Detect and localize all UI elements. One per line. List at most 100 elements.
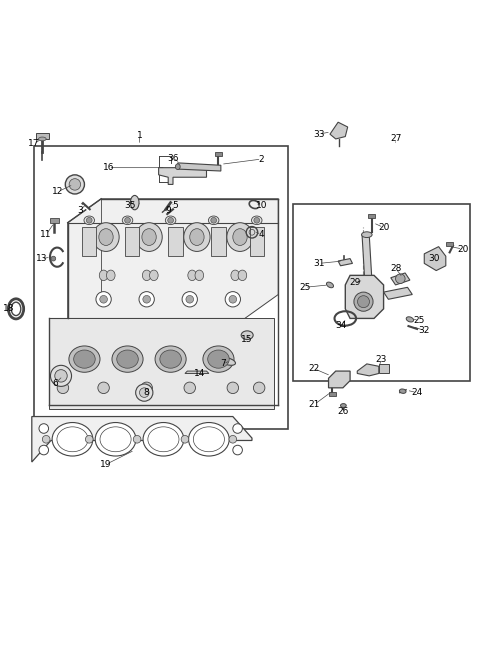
Circle shape xyxy=(39,445,48,455)
Text: 10: 10 xyxy=(256,201,267,211)
Ellipse shape xyxy=(252,216,262,224)
Circle shape xyxy=(181,436,189,443)
Ellipse shape xyxy=(122,216,133,224)
Polygon shape xyxy=(357,364,379,376)
Ellipse shape xyxy=(150,270,158,281)
Ellipse shape xyxy=(143,422,184,456)
Circle shape xyxy=(57,382,69,394)
Text: 17: 17 xyxy=(28,139,40,148)
Circle shape xyxy=(51,256,56,261)
Text: 29: 29 xyxy=(349,278,360,287)
Ellipse shape xyxy=(107,270,115,281)
Text: 20: 20 xyxy=(378,223,389,232)
Bar xyxy=(250,228,264,256)
Ellipse shape xyxy=(142,229,156,245)
Text: 31: 31 xyxy=(313,259,325,268)
Polygon shape xyxy=(185,371,209,373)
Ellipse shape xyxy=(399,389,406,394)
Ellipse shape xyxy=(208,216,219,224)
Text: 23: 23 xyxy=(375,355,387,363)
Text: 2: 2 xyxy=(259,155,264,163)
Text: 35: 35 xyxy=(124,201,136,211)
Circle shape xyxy=(229,436,237,443)
Circle shape xyxy=(211,217,216,223)
Circle shape xyxy=(227,382,239,394)
Text: 20: 20 xyxy=(457,245,468,253)
Ellipse shape xyxy=(358,296,370,308)
Circle shape xyxy=(139,292,155,307)
Bar xyxy=(368,214,375,218)
Text: 18: 18 xyxy=(3,304,14,314)
Polygon shape xyxy=(391,273,410,285)
Ellipse shape xyxy=(227,222,253,251)
Polygon shape xyxy=(424,247,446,270)
Ellipse shape xyxy=(195,270,204,281)
Circle shape xyxy=(39,424,48,434)
Circle shape xyxy=(69,178,81,190)
Text: 12: 12 xyxy=(52,187,64,196)
Circle shape xyxy=(186,295,193,303)
Circle shape xyxy=(141,382,153,394)
Bar xyxy=(293,203,470,380)
Ellipse shape xyxy=(38,137,46,141)
Polygon shape xyxy=(362,235,372,276)
Circle shape xyxy=(96,292,111,307)
Circle shape xyxy=(98,382,109,394)
Ellipse shape xyxy=(112,346,143,372)
Ellipse shape xyxy=(160,350,181,368)
Text: 11: 11 xyxy=(40,230,52,239)
Bar xyxy=(215,152,222,155)
Ellipse shape xyxy=(74,350,95,368)
Circle shape xyxy=(50,365,72,386)
Text: 24: 24 xyxy=(411,388,423,397)
Text: 25: 25 xyxy=(299,283,310,292)
Text: 6: 6 xyxy=(53,379,59,388)
Text: 26: 26 xyxy=(337,407,348,417)
Polygon shape xyxy=(158,168,206,184)
Ellipse shape xyxy=(136,222,162,251)
Text: 4: 4 xyxy=(259,230,264,239)
Polygon shape xyxy=(328,371,350,388)
Polygon shape xyxy=(178,163,221,171)
Text: 19: 19 xyxy=(100,460,112,469)
Text: 21: 21 xyxy=(309,400,320,409)
Bar xyxy=(446,242,453,246)
Polygon shape xyxy=(330,122,348,139)
Ellipse shape xyxy=(190,229,204,245)
Bar xyxy=(82,228,96,256)
Bar xyxy=(34,146,288,428)
Circle shape xyxy=(140,388,149,398)
Circle shape xyxy=(396,274,405,283)
Ellipse shape xyxy=(361,232,372,237)
Circle shape xyxy=(136,384,153,401)
Ellipse shape xyxy=(143,270,151,281)
Text: 8: 8 xyxy=(144,388,150,397)
Ellipse shape xyxy=(189,422,229,456)
Ellipse shape xyxy=(69,346,100,372)
Text: 15: 15 xyxy=(241,335,253,344)
Ellipse shape xyxy=(99,270,108,281)
Ellipse shape xyxy=(84,216,95,224)
Ellipse shape xyxy=(175,164,180,170)
Circle shape xyxy=(233,445,242,455)
Text: 32: 32 xyxy=(419,326,430,335)
Bar xyxy=(125,228,140,256)
Text: 9: 9 xyxy=(165,206,171,215)
Ellipse shape xyxy=(238,270,247,281)
Ellipse shape xyxy=(188,270,196,281)
Ellipse shape xyxy=(340,403,346,407)
Polygon shape xyxy=(345,276,384,318)
Polygon shape xyxy=(68,199,278,318)
Circle shape xyxy=(86,217,92,223)
Ellipse shape xyxy=(52,422,93,456)
Ellipse shape xyxy=(203,346,234,372)
Polygon shape xyxy=(384,287,412,299)
Ellipse shape xyxy=(99,229,113,245)
Text: 28: 28 xyxy=(390,264,401,273)
Circle shape xyxy=(100,295,108,303)
Text: 30: 30 xyxy=(428,254,440,263)
Ellipse shape xyxy=(241,331,253,340)
Bar xyxy=(49,218,59,222)
Circle shape xyxy=(125,217,131,223)
Circle shape xyxy=(65,175,84,194)
